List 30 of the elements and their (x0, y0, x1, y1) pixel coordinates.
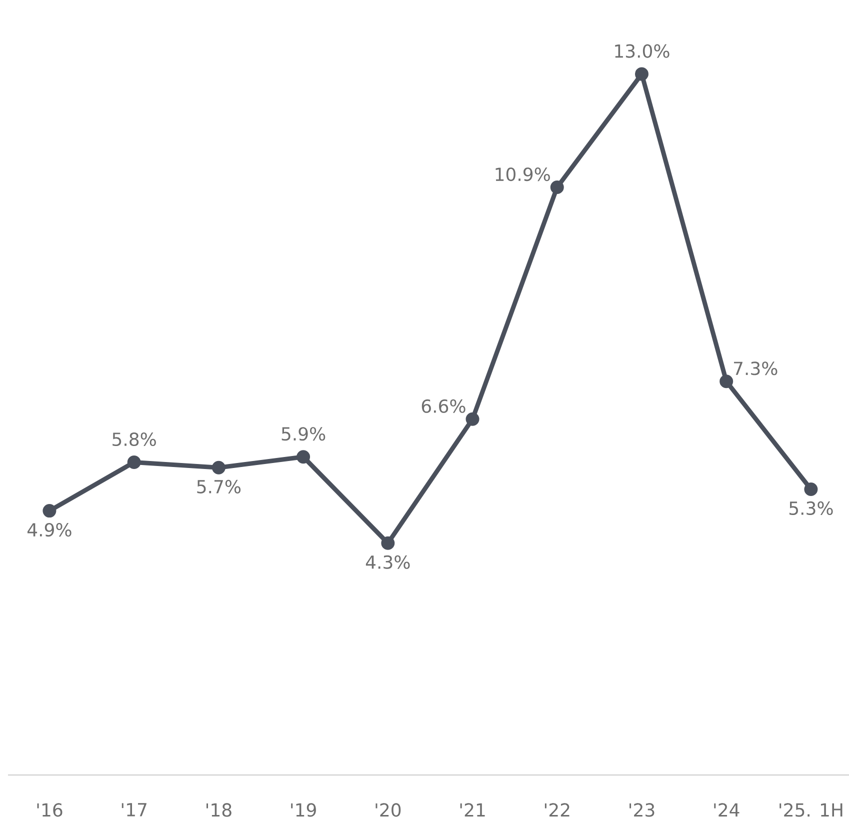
data-label: 5.7% (197, 480, 241, 494)
point (212, 460, 226, 474)
data-label: 5.8% (112, 432, 156, 446)
point (550, 180, 564, 194)
point (804, 482, 818, 496)
data-label: 10.9% (496, 167, 550, 182)
point (42, 504, 56, 518)
x-tick-label: '24 (714, 803, 740, 817)
data-label: 6.6% (422, 399, 466, 413)
point (466, 412, 480, 426)
data-label: 7.3% (734, 362, 778, 376)
data-label: 4.9% (28, 522, 72, 537)
data-label: 13.0% (615, 44, 670, 58)
point (296, 450, 310, 464)
point (634, 67, 648, 81)
x-tick-label: '25. 1H (780, 803, 842, 817)
point (127, 456, 141, 470)
x-tick-label: '22 (544, 803, 570, 817)
x-tick-label: '23 (630, 803, 654, 817)
x-tick-label: '20 (376, 803, 401, 817)
data-label: 4.3% (366, 555, 410, 569)
x-tick-label: '19 (291, 803, 316, 817)
x-tick-label: '16 (37, 803, 62, 817)
point (720, 374, 734, 388)
data-label: 5.3% (789, 501, 833, 516)
point (381, 536, 395, 550)
x-tick-label: '18 (206, 803, 232, 817)
data-label: 5.9% (282, 427, 326, 441)
x-tick-label: '21 (460, 803, 485, 817)
x-tick-label: '17 (122, 803, 146, 816)
